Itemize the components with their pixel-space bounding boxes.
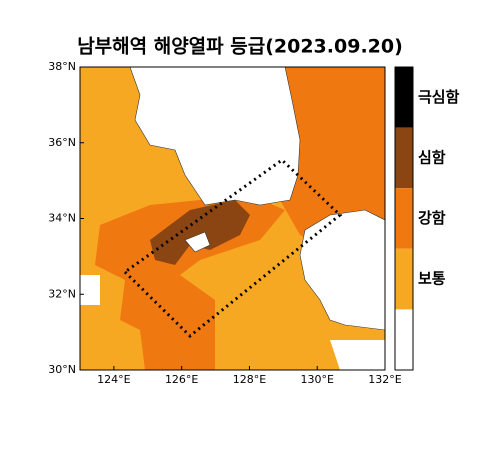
colorbar-segment xyxy=(395,67,413,128)
strong-zone xyxy=(280,67,385,250)
study-area xyxy=(122,158,343,339)
japan-land xyxy=(299,209,385,331)
colorbar-segment xyxy=(395,188,413,249)
x-tick-label: 130°E xyxy=(300,373,333,386)
china-land xyxy=(80,275,100,305)
title: 남부해역 해양열파 등급(2023.09.20) xyxy=(77,36,403,58)
y-tick-label: 36°N xyxy=(48,136,76,149)
colorbar-segment xyxy=(395,248,413,310)
y-tick-label: 34°N xyxy=(48,212,76,225)
strong-zone xyxy=(95,195,285,370)
severe-zone xyxy=(150,200,250,265)
x-tick-label: 126°E xyxy=(165,373,198,386)
colorbar-label: 강함 xyxy=(418,209,446,227)
colorbar-segment xyxy=(395,127,413,189)
japan-land xyxy=(330,340,385,370)
x-tick-label: 128°E xyxy=(233,373,266,386)
x-tick-label: 132°E xyxy=(368,373,401,386)
y-tick-label: 32°N xyxy=(48,287,76,300)
y-tick-label: 38°N xyxy=(48,60,76,73)
colorbar-label: 보통 xyxy=(418,270,446,288)
colorbar-outline xyxy=(394,66,414,371)
colorbar-label: 심함 xyxy=(418,148,446,166)
x-tick-label: 124°E xyxy=(97,373,130,386)
jeju-island xyxy=(184,231,211,253)
y-tick-label: 30°N xyxy=(48,363,76,376)
colorbar-label: 극심함 xyxy=(418,88,460,106)
map-area xyxy=(80,67,385,370)
